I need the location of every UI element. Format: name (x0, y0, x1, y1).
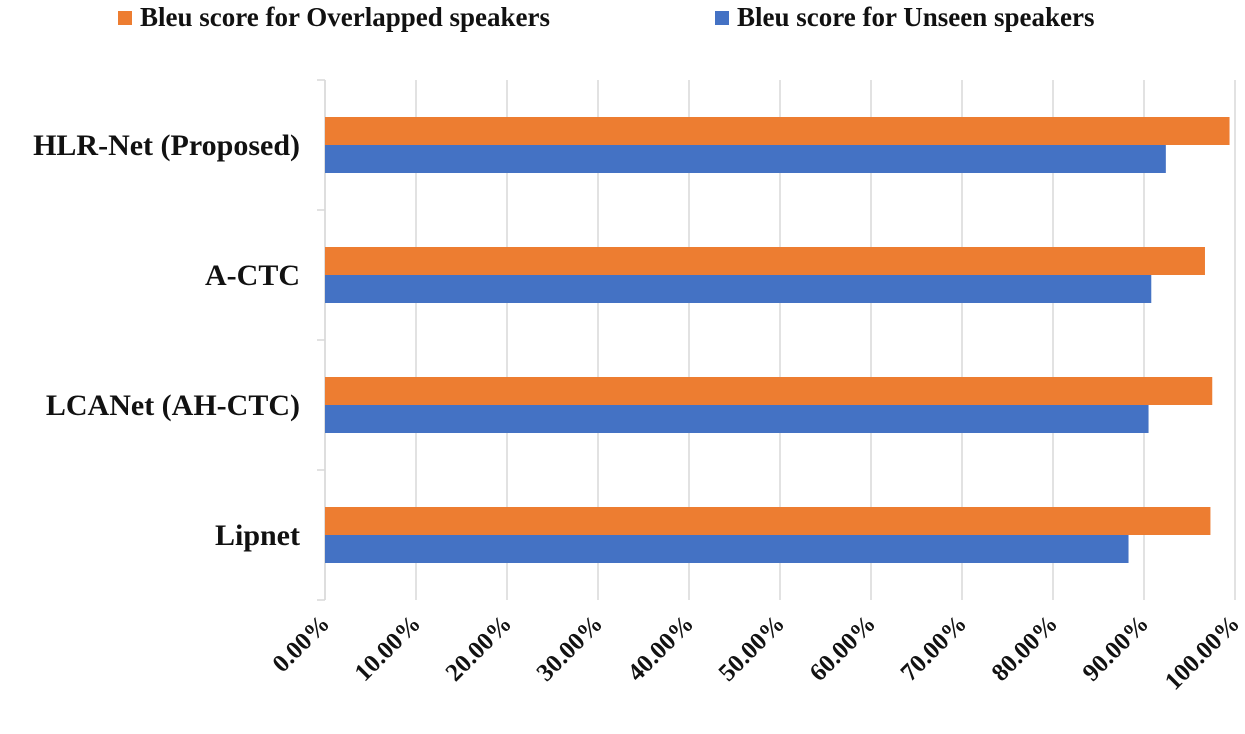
legend-item-unseen: Bleu score for Unseen speakers (715, 2, 1094, 33)
bar-overlapped (325, 507, 1211, 535)
bar-overlapped (325, 117, 1230, 145)
category-label: Lipnet (215, 519, 300, 552)
x-tick-label: 10.00% (350, 610, 427, 687)
bar-unseen (325, 275, 1152, 303)
bar-overlapped (325, 247, 1205, 275)
category-labels: HLR-Net (Proposed) A-CTC LCANet (AH-CTC) Li… (33, 129, 300, 552)
bar-unseen (325, 535, 1129, 563)
bar-unseen (325, 145, 1166, 173)
category-label: LCANet (AH-CTC) (46, 389, 300, 422)
category-label: A-CTC (205, 259, 300, 292)
legend-item-overlapped: Bleu score for Overlapped speakers (118, 2, 550, 33)
x-tick-label: 40.00% (623, 610, 700, 687)
bar-overlapped (325, 377, 1213, 405)
x-tick-label: 80.00% (987, 610, 1064, 687)
legend-swatch-unseen (715, 10, 729, 25)
legend-swatch-overlapped (118, 10, 132, 25)
x-tick-label: 20.00% (441, 610, 518, 687)
category-label: HLR-Net (Proposed) (33, 129, 300, 162)
x-tick-label: 70.00% (896, 610, 973, 687)
category-axis (317, 79, 326, 601)
x-tick-label: 30.00% (532, 610, 609, 687)
x-tick-label: 90.00% (1078, 610, 1155, 687)
legend-label-unseen: Bleu score for Unseen speakers (737, 2, 1095, 32)
bar-unseen (325, 405, 1149, 433)
tick-labels: 0.00% 10.00% 20.00% 30.00% 40.00% 50.00% 60.00… (268, 610, 1245, 695)
bars (325, 117, 1230, 563)
x-tick-label: 50.00% (714, 610, 791, 687)
x-tick-label: 100.00% (1160, 610, 1245, 695)
x-tick-label: 60.00% (805, 610, 882, 687)
legend-label-overlapped: Bleu score for Overlapped speakers (140, 2, 550, 32)
x-tick-label: 0.00% (268, 610, 336, 678)
legend: Bleu score for Overlapped speakers Bleu … (0, 0, 1245, 40)
